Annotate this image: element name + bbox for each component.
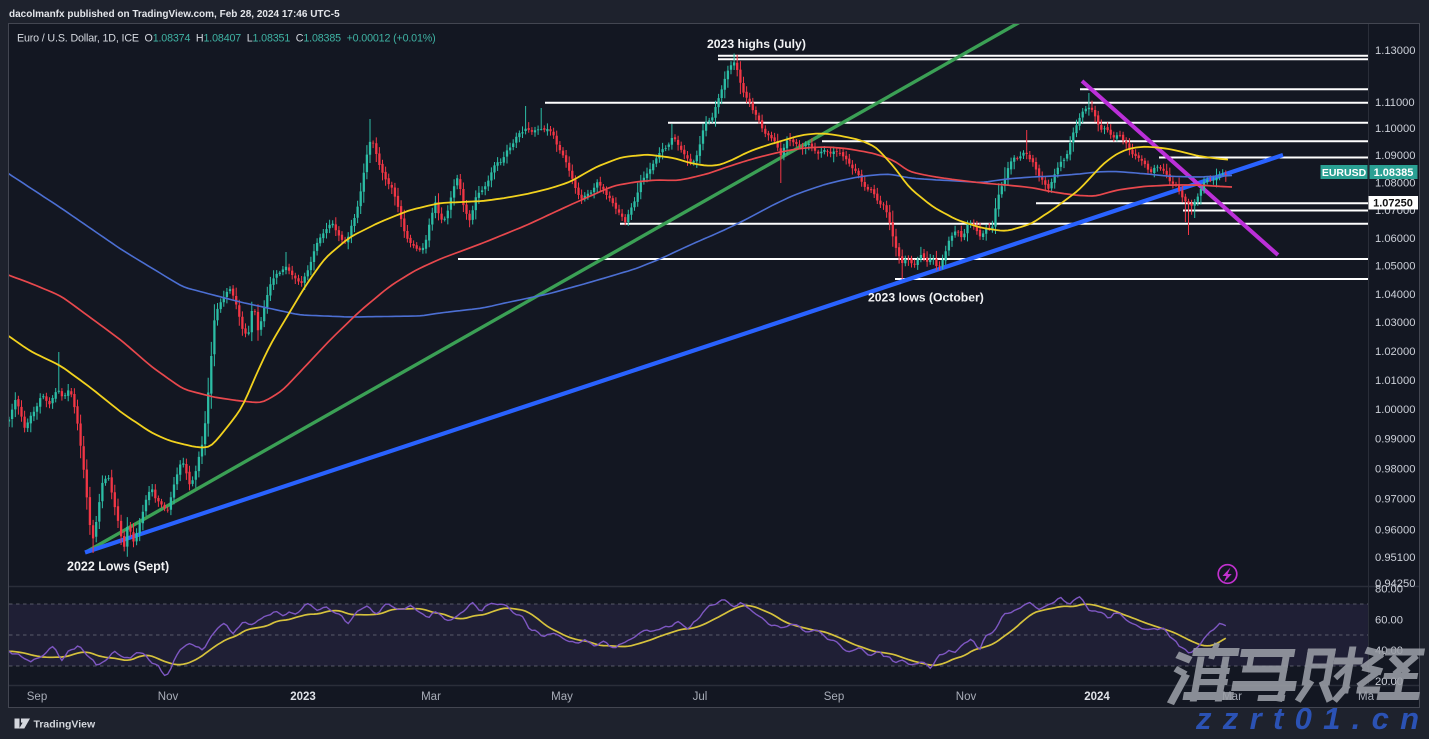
svg-text:TradingView: TradingView: [34, 719, 96, 731]
svg-text:2023 highs (July): 2023 highs (July): [707, 37, 806, 51]
svg-text:2024: 2024: [1084, 691, 1110, 703]
svg-text:1.05000: 1.05000: [1375, 261, 1415, 273]
svg-text:1.09000: 1.09000: [1375, 150, 1415, 162]
svg-text:Nov: Nov: [158, 691, 179, 703]
svg-text:2023 lows (October): 2023 lows (October): [868, 291, 984, 305]
svg-text:Nov: Nov: [956, 691, 977, 703]
svg-text:0.95100: 0.95100: [1375, 552, 1415, 564]
svg-text:1.08385: 1.08385: [1374, 167, 1414, 179]
svg-text:0.98000: 0.98000: [1375, 464, 1415, 476]
svg-text:1.06000: 1.06000: [1375, 233, 1415, 245]
svg-text:zzrt01.cn: zzrt01.cn: [1195, 701, 1429, 736]
svg-text:1.01000: 1.01000: [1375, 375, 1415, 387]
svg-text:Sep: Sep: [27, 691, 47, 703]
svg-text:0.99000: 0.99000: [1375, 434, 1415, 446]
svg-text:1.02000: 1.02000: [1375, 346, 1415, 358]
svg-text:0.97000: 0.97000: [1375, 494, 1415, 506]
svg-text:1.07250: 1.07250: [1373, 198, 1413, 210]
svg-text:0.94250: 0.94250: [1375, 578, 1415, 590]
svg-text:1.10000: 1.10000: [1375, 123, 1415, 135]
svg-text:dacolmanfx published on Tradin: dacolmanfx published on TradingView.com,…: [9, 9, 340, 20]
svg-text:2023: 2023: [290, 691, 316, 703]
svg-text:1.03000: 1.03000: [1375, 317, 1415, 329]
svg-text:60.00: 60.00: [1375, 615, 1403, 627]
svg-text:May: May: [551, 691, 573, 703]
svg-text:0.96000: 0.96000: [1375, 525, 1415, 537]
svg-text:1.08000: 1.08000: [1375, 178, 1415, 190]
svg-text:1.04000: 1.04000: [1375, 289, 1415, 301]
svg-text:1.00000: 1.00000: [1375, 404, 1415, 416]
svg-text:Mar: Mar: [421, 691, 441, 703]
svg-text:1.11000: 1.11000: [1375, 97, 1415, 109]
svg-text:Jul: Jul: [693, 691, 708, 703]
svg-text:2022 Lows (Sept): 2022 Lows (Sept): [67, 560, 169, 574]
svg-text:EURUSD: EURUSD: [1322, 167, 1367, 179]
svg-text:Ma: Ma: [1358, 691, 1375, 703]
svg-text:Euro / U.S. Dollar, 1D, ICE O: Euro / U.S. Dollar, 1D, ICE O1.08374 H1.…: [17, 33, 436, 45]
svg-text:80.00: 80.00: [1375, 584, 1403, 596]
svg-text:1.13000: 1.13000: [1375, 45, 1415, 57]
svg-text:Sep: Sep: [824, 691, 844, 703]
